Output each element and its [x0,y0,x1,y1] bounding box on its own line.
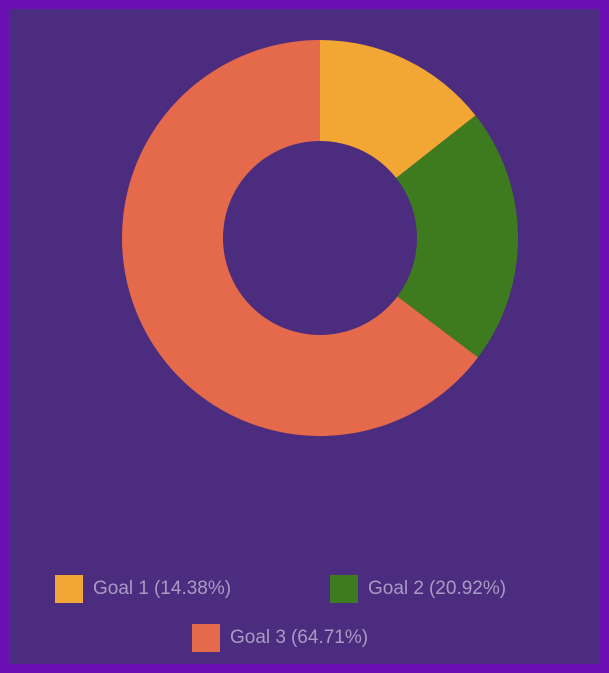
legend-label: Goal 1 (14.38%) [93,578,231,599]
legend-swatch [55,575,83,603]
legend-swatch [192,624,220,652]
legend-value: (14.38%) [154,578,231,599]
legend-label: Goal 2 (20.92%) [368,578,506,599]
slice [396,115,518,358]
legend-name: Goal 3 [230,627,286,648]
legend-label: Goal 3 (64.71%) [230,627,368,648]
legend-value: (64.71%) [291,627,368,648]
legend-swatch [330,575,358,603]
legend-value: (20.92%) [429,578,506,599]
slice [320,40,476,178]
legend-name: Goal 2 [368,578,424,599]
legend-name: Goal 1 [93,578,149,599]
slice [121,40,478,437]
